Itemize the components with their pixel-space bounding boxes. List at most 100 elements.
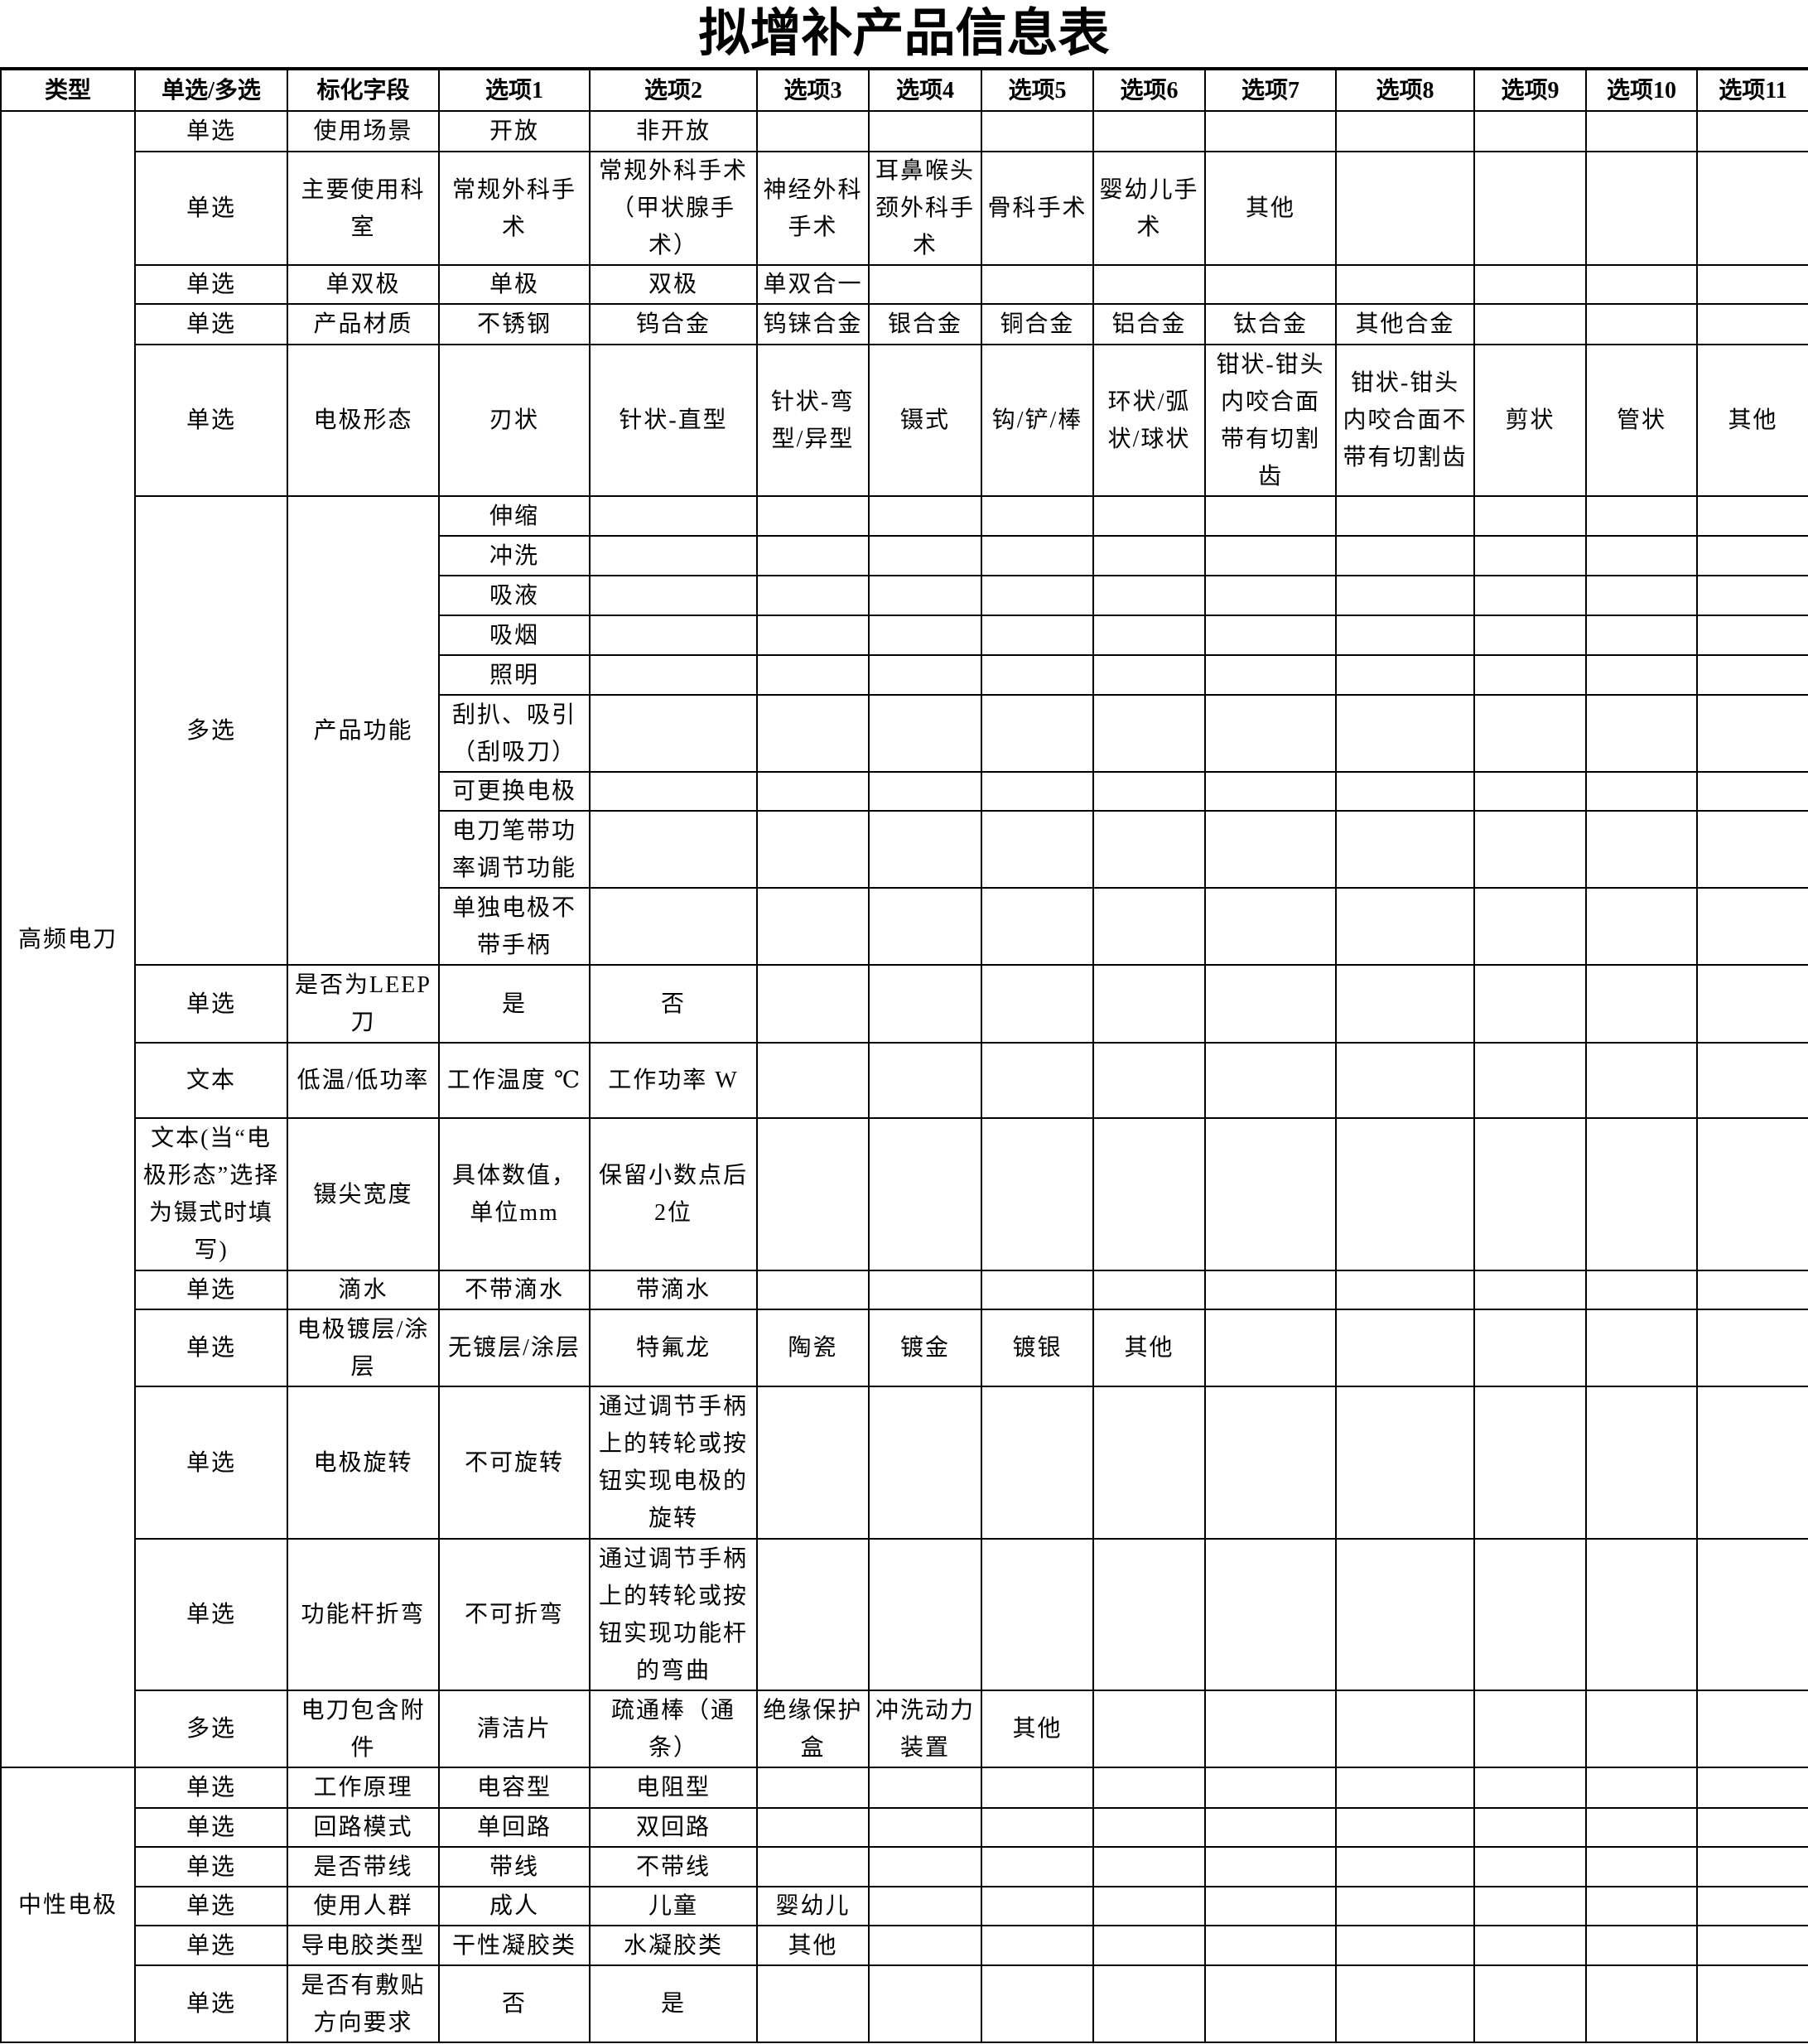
option-cell: 伸缩 bbox=[438, 495, 591, 537]
option-cell-empty bbox=[1585, 1538, 1698, 1691]
option-cell-empty bbox=[868, 264, 982, 305]
option-cell-empty bbox=[589, 694, 758, 773]
option-cell-empty bbox=[1335, 964, 1475, 1044]
option-cell: 其他 bbox=[1092, 1309, 1206, 1387]
option-cell: 单独电极不带手柄 bbox=[438, 887, 591, 966]
table-row: 吸液 bbox=[1, 575, 1808, 616]
option-cell: 刃状 bbox=[438, 344, 591, 497]
option-cell-empty bbox=[1092, 1846, 1206, 1887]
mode-cell: 文本 bbox=[134, 1042, 288, 1119]
option-cell-empty bbox=[1204, 1270, 1337, 1310]
mode-cell: 单选 bbox=[134, 303, 288, 345]
column-header: 选项9 bbox=[1473, 69, 1587, 112]
table-row: 单选 导电胶类型 干性凝胶类 水凝胶类 其他 bbox=[1, 1925, 1808, 1966]
option-cell-empty bbox=[1585, 1964, 1698, 2043]
option-cell-empty bbox=[756, 1386, 870, 1540]
option-cell-empty bbox=[868, 654, 982, 696]
option-cell-empty bbox=[1335, 1807, 1475, 1848]
option-cell-empty bbox=[981, 964, 1094, 1044]
option-cell-empty bbox=[868, 615, 982, 656]
option-cell: 电阻型 bbox=[589, 1767, 758, 1809]
option-cell-empty bbox=[1335, 1886, 1475, 1926]
option-cell-empty bbox=[1335, 151, 1475, 266]
option-cell: 针状-弯型/异型 bbox=[756, 344, 870, 497]
option-cell-empty bbox=[1696, 810, 1808, 889]
option-cell-empty bbox=[1473, 575, 1587, 616]
option-cell: 否 bbox=[589, 964, 758, 1044]
option-cell-empty bbox=[1585, 1767, 1698, 1809]
option-cell-empty bbox=[1696, 771, 1808, 812]
option-cell-empty bbox=[589, 495, 758, 537]
header-row: 类型 单选/多选 标化字段 选项1 选项2 选项3 选项4 选项5 选项6 选项7 选项8 选项9 选项… bbox=[0, 69, 1808, 112]
option-cell-empty bbox=[1585, 1690, 1698, 1768]
field-cell: 镊尖宽度 bbox=[287, 1117, 440, 1271]
option-cell-empty bbox=[1585, 615, 1698, 656]
option-cell-empty bbox=[1585, 887, 1698, 966]
mode-cell: 单选 bbox=[134, 1309, 288, 1387]
option-cell-empty bbox=[981, 887, 1094, 966]
option-cell: 刮扒、吸引（刮吸刀） bbox=[438, 694, 591, 773]
option-cell-empty bbox=[1204, 654, 1337, 696]
option-cell-empty bbox=[1696, 495, 1808, 537]
option-cell-empty bbox=[1204, 1386, 1337, 1540]
field-cell: 是否为LEEP刀 bbox=[287, 964, 440, 1044]
table-row: 单独电极不带手柄 bbox=[1, 887, 1808, 966]
option-cell: 干性凝胶类 bbox=[438, 1925, 591, 1966]
option-cell-empty bbox=[1335, 771, 1475, 812]
table-row: 文本 低温/低功率 工作温度 ℃ 工作功率 W bbox=[1, 1042, 1808, 1119]
option-cell-empty bbox=[1204, 1117, 1337, 1271]
field-cell: 低温/低功率 bbox=[287, 1042, 440, 1119]
option-cell-empty bbox=[868, 1846, 982, 1887]
option-cell: 骨科手术 bbox=[981, 151, 1094, 266]
option-cell: 不带滴水 bbox=[438, 1270, 591, 1310]
option-cell: 绝缘保护盒 bbox=[756, 1690, 870, 1768]
option-cell-empty bbox=[589, 654, 758, 696]
option-cell-empty bbox=[1696, 1538, 1808, 1691]
option-cell: 铜合金 bbox=[981, 303, 1094, 345]
option-cell-empty bbox=[1585, 151, 1698, 266]
field-cell: 是否带线 bbox=[287, 1846, 440, 1887]
mode-cell: 单选 bbox=[134, 1538, 288, 1691]
option-cell-empty bbox=[1092, 495, 1206, 537]
option-cell-empty bbox=[1696, 151, 1808, 266]
option-cell: 冲洗动力装置 bbox=[868, 1690, 982, 1768]
option-cell: 水凝胶类 bbox=[589, 1925, 758, 1966]
option-cell: 无镀层/涂层 bbox=[438, 1309, 591, 1387]
option-cell-empty bbox=[981, 1538, 1094, 1691]
option-cell-empty bbox=[1696, 110, 1808, 152]
option-cell-empty bbox=[1585, 535, 1698, 576]
mode-cell: 单选 bbox=[134, 1807, 288, 1848]
option-cell-empty bbox=[589, 575, 758, 616]
option-cell-empty bbox=[1204, 1309, 1337, 1387]
option-cell-empty bbox=[1585, 575, 1698, 616]
option-cell-empty bbox=[1204, 1690, 1337, 1768]
option-cell-empty bbox=[981, 1807, 1094, 1848]
mode-cell: 多选 bbox=[134, 1690, 288, 1768]
option-cell-empty bbox=[1092, 1886, 1206, 1926]
option-cell-empty bbox=[1473, 810, 1587, 889]
table-row: 单选 使用人群 成人 儿童 婴幼儿 bbox=[1, 1886, 1808, 1926]
field-cell: 单双极 bbox=[287, 264, 440, 305]
mode-cell: 单选 bbox=[134, 110, 288, 152]
option-cell-empty bbox=[1585, 1925, 1698, 1966]
option-cell: 单极 bbox=[438, 264, 591, 305]
option-cell: 儿童 bbox=[589, 1886, 758, 1926]
column-header: 选项8 bbox=[1335, 69, 1475, 112]
option-cell: 镊式 bbox=[868, 344, 982, 497]
option-cell: 铝合金 bbox=[1092, 303, 1206, 345]
option-cell-empty bbox=[1092, 771, 1206, 812]
option-cell-empty bbox=[589, 810, 758, 889]
option-cell-empty bbox=[1335, 1964, 1475, 2043]
option-cell: 带线 bbox=[438, 1846, 591, 1887]
option-cell: 银合金 bbox=[868, 303, 982, 345]
option-cell-empty bbox=[1092, 1117, 1206, 1271]
mode-cell: 文本(当“电极形态”选择为镊式时填写) bbox=[134, 1117, 288, 1271]
mode-cell: 单选 bbox=[134, 1846, 288, 1887]
option-cell-empty bbox=[1092, 1270, 1206, 1310]
option-cell: 神经外科手术 bbox=[756, 151, 870, 266]
table-row: 单选 电极镀层/涂层 无镀层/涂层 特氟龙 陶瓷 镀金 镀银 其他 bbox=[1, 1309, 1808, 1387]
option-cell-empty bbox=[1335, 1270, 1475, 1310]
option-cell: 婴幼儿 bbox=[756, 1886, 870, 1926]
option-cell-empty bbox=[1335, 264, 1475, 305]
field-cell: 功能杆折弯 bbox=[287, 1538, 440, 1691]
